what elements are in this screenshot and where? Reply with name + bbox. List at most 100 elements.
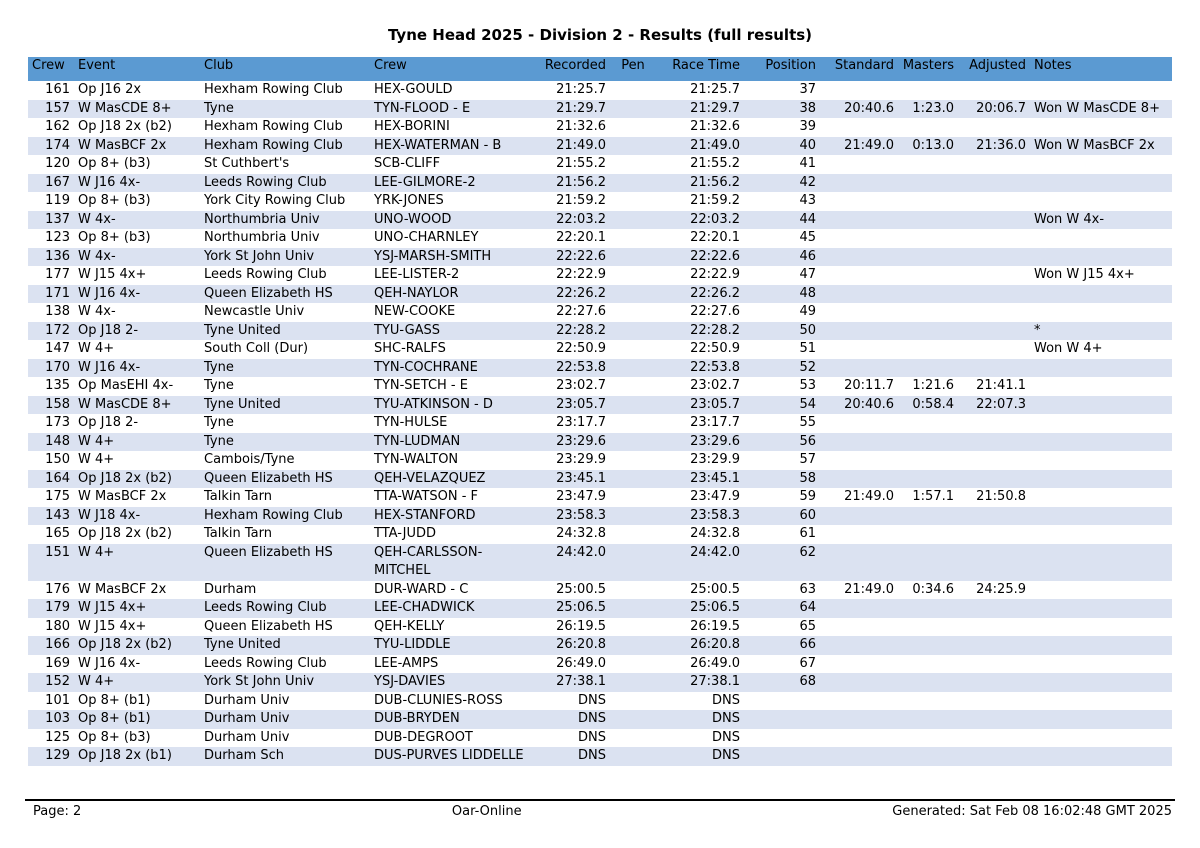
cell-event: Op J16 2x	[78, 82, 142, 97]
cell-event: Op J18 2x (b2)	[78, 526, 172, 541]
cell-race_time: 24:32.8	[690, 526, 740, 541]
cell-crew_number: 151	[45, 544, 70, 560]
cell-crew_number: 165	[45, 526, 70, 541]
cell-masters: 1:23.0	[912, 100, 954, 116]
cell-club: Northumbria Univ	[204, 211, 320, 227]
cell-event: Op 8+ (b3)	[78, 230, 151, 245]
cell-race_time: 21:59.2	[690, 193, 740, 208]
cell-crew_name: QEH-VELAZQUEZ	[374, 470, 486, 486]
cell-pen	[610, 322, 656, 341]
cell-crew_name: HEX-WATERMAN - B	[374, 137, 502, 153]
cell-crew_number: 157	[45, 100, 70, 116]
cell-pen	[610, 581, 656, 600]
cell-position	[744, 729, 820, 748]
cell-crew_name: TYN-WALTON	[374, 452, 459, 467]
cell-masters	[898, 599, 958, 618]
cell-position: 60	[799, 507, 816, 523]
cell-crew_number: 177	[45, 267, 70, 282]
cell-notes	[1030, 174, 1172, 193]
cell-masters	[898, 525, 958, 544]
cell-crew_name: UNO-WOOD	[374, 211, 452, 227]
cell-masters	[898, 229, 958, 248]
cell-club: Durham	[204, 581, 257, 597]
cell-position: 41	[799, 156, 816, 171]
cell-notes	[1030, 192, 1172, 211]
cell-race_time: 22:20.1	[690, 230, 740, 245]
cell-recorded: 23:02.7	[556, 378, 606, 393]
cell-notes	[1030, 507, 1172, 526]
cell-recorded: 23:47.9	[556, 489, 606, 504]
cell-event: W 4+	[78, 341, 115, 356]
cell-notes	[1030, 618, 1172, 637]
cell-crew_number: 136	[45, 248, 70, 264]
cell-crew_number: 143	[45, 507, 70, 523]
cell-position: 37	[799, 82, 816, 97]
column-header-recorded: Recorded	[532, 57, 610, 81]
cell-recorded: DNS	[578, 729, 606, 745]
cell-pen	[610, 673, 656, 692]
cell-club: Tyne	[204, 100, 234, 116]
result-row: 177 W J15 4x+ Leeds Rowing Club LEE-LISTER-…	[28, 266, 1172, 285]
result-row: 148 W 4+ Tyne TYN-LUDMAN 23:29.6 23:29.6 56	[28, 432, 1172, 452]
cell-masters	[898, 544, 958, 581]
cell-pen	[610, 618, 656, 637]
cell-recorded: 23:05.7	[556, 396, 606, 412]
cell-crew_number: 103	[45, 711, 70, 726]
cell-pen	[610, 433, 656, 452]
cell-recorded: DNS	[578, 692, 606, 708]
cell-position: 66	[799, 637, 816, 652]
cell-race_time: 22:22.6	[690, 248, 740, 264]
cell-crew_number: 120	[45, 156, 70, 171]
cell-club: Tyne	[204, 433, 234, 449]
cell-crew_number: 123	[45, 230, 70, 245]
result-row: 120 Op 8+ (b3) St Cuthbert's SCB-CLIFF 21:55…	[28, 155, 1172, 174]
cell-standard: 20:40.6	[844, 100, 894, 116]
result-row: 166 Op J18 2x (b2) Tyne United TYU-LIDDLE 26…	[28, 636, 1172, 655]
footer-generated-timestamp: Generated: Sat Feb 08 16:02:48 GMT 2025	[892, 804, 1172, 819]
cell-masters	[898, 451, 958, 470]
cell-adjusted	[958, 248, 1030, 267]
cell-crew_name: TYU-LIDDLE	[374, 637, 451, 652]
cell-race_time: 21:32.6	[690, 119, 740, 134]
cell-crew_number: 137	[45, 211, 70, 227]
cell-standard	[820, 470, 898, 489]
cell-masters: 1:57.1	[912, 489, 954, 504]
cell-recorded: 24:42.0	[556, 544, 606, 560]
cell-recorded: 23:29.6	[556, 433, 606, 449]
cell-adjusted	[958, 599, 1030, 618]
cell-notes	[1030, 285, 1172, 304]
cell-race_time: 21:29.7	[690, 100, 740, 116]
result-row: 129 Op J18 2x (b1) Durham Sch DUS-PURVES LI…	[28, 747, 1172, 766]
cell-race_time: 23:02.7	[690, 378, 740, 393]
cell-crew_name: TYN-HULSE	[374, 415, 448, 430]
cell-event: W J16 4x-	[78, 359, 141, 375]
result-row: 119 Op 8+ (b3) York City Rowing Club YRK-JO…	[28, 192, 1172, 211]
cell-club: Tyne	[204, 378, 234, 393]
cell-crew_number: 101	[45, 692, 70, 708]
result-row: 136 W 4x- York St John Univ YSJ-MARSH-SMITH…	[28, 247, 1172, 267]
cell-position: 54	[799, 396, 816, 412]
cell-adjusted: 21:36.0	[976, 137, 1026, 153]
cell-position: 63	[799, 581, 816, 597]
cell-standard	[820, 303, 898, 322]
cell-notes	[1030, 636, 1172, 655]
cell-event: W 4+	[78, 674, 115, 689]
cell-recorded: 22:22.9	[556, 267, 606, 282]
cell-club: Talkin Tarn	[204, 489, 272, 504]
cell-event: W J15 4x+	[78, 267, 147, 282]
result-row: 138 W 4x- Newcastle Univ NEW-COOKE 22:27.6 22…	[28, 303, 1172, 322]
cell-crew_name: TYN-LUDMAN	[374, 433, 461, 449]
cell-event: Op 8+ (b1)	[78, 692, 151, 708]
result-row: 147 W 4+ South Coll (Dur) SHC-RALFS 22:50.9 2…	[28, 340, 1172, 359]
cell-crew_number: 152	[45, 674, 70, 689]
cell-crew_number: 174	[45, 137, 70, 153]
cell-crew_name: TTA-JUDD	[374, 526, 437, 541]
cell-adjusted	[958, 155, 1030, 174]
cell-crew_name: TYU-ATKINSON - D	[374, 396, 493, 412]
footer-page-number: Page: 2	[33, 804, 82, 819]
cell-adjusted: 20:06.7	[976, 100, 1026, 116]
cell-masters	[898, 636, 958, 655]
cell-notes	[1030, 155, 1172, 174]
cell-crew_name: YSJ-DAVIES	[374, 674, 446, 689]
cell-position: 48	[799, 285, 816, 301]
